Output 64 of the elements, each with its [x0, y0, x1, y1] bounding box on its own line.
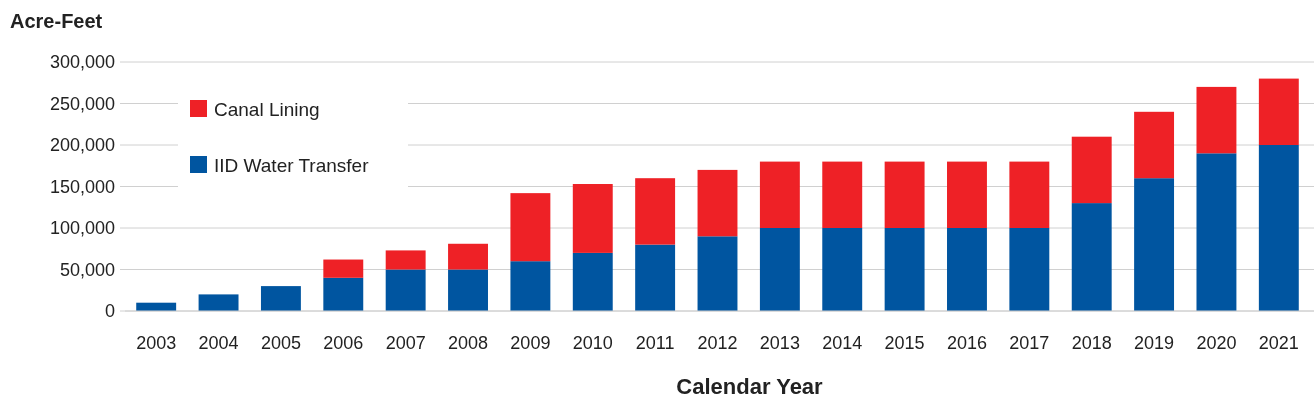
bar [1196, 153, 1237, 311]
bar [448, 269, 488, 311]
bar [323, 259, 364, 278]
y-tick-label: 0 [104, 301, 115, 322]
x-tick-label: 2014 [822, 333, 863, 353]
bar [1009, 228, 1050, 311]
bar [385, 269, 426, 311]
y-tick-label: 300,000 [49, 52, 115, 73]
bar [947, 161, 987, 228]
x-tick-label: 2013 [759, 333, 800, 353]
bar [1134, 178, 1175, 311]
x-tick-label: 2016 [946, 333, 987, 353]
x-tick-label: 2020 [1196, 333, 1237, 353]
x-tick-label: 2009 [510, 333, 551, 353]
bar [1071, 136, 1112, 204]
bar [947, 228, 987, 311]
x-tick-label: 2007 [385, 333, 426, 353]
legend-label: IID Water Transfer [214, 154, 370, 176]
bar [884, 161, 925, 228]
y-axis-title: Acre-Feet [10, 10, 103, 32]
bar [572, 184, 613, 253]
bar [759, 161, 800, 228]
x-tick-label: 2019 [1134, 333, 1175, 353]
x-axis-title: Calendar Year [676, 374, 824, 399]
x-tick-label: 2011 [635, 333, 675, 353]
bar [884, 228, 925, 311]
bar [697, 236, 738, 311]
bar [260, 286, 301, 311]
bar [822, 228, 863, 311]
bar [323, 277, 364, 311]
y-tick-label: 100,000 [49, 218, 115, 239]
bar [1258, 78, 1299, 145]
bar [1134, 111, 1175, 179]
bar [1009, 161, 1050, 228]
x-tick-label: 2021 [1258, 333, 1299, 353]
bar [1071, 203, 1112, 311]
x-tick-label: 2005 [260, 333, 301, 353]
x-tick-label: 2006 [323, 333, 364, 353]
bar [822, 161, 863, 228]
y-tick-label: 50,000 [59, 259, 115, 280]
bar [635, 178, 676, 245]
x-tick-label: 2010 [572, 333, 613, 353]
y-tick-label: 150,000 [49, 176, 115, 197]
bar [448, 243, 488, 270]
bar [759, 228, 800, 311]
x-tick-label: 2015 [884, 333, 925, 353]
x-tick-label: 2008 [448, 333, 489, 353]
bar [572, 252, 613, 311]
bar [385, 250, 426, 270]
x-tick-label: 2018 [1071, 333, 1112, 353]
bar [697, 169, 738, 237]
bar [198, 294, 239, 311]
x-tick-label: 2003 [136, 333, 177, 353]
x-tick-label: 2004 [198, 333, 239, 353]
bar [635, 244, 676, 311]
x-tick-label: 2017 [1009, 333, 1050, 353]
legend-label: Canal Lining [214, 98, 320, 120]
bar [1196, 86, 1237, 154]
bar [1258, 145, 1299, 311]
x-tick-label: 2012 [697, 333, 738, 353]
y-tick-label: 200,000 [49, 135, 115, 156]
bar [510, 193, 551, 262]
bar [510, 261, 551, 311]
y-tick-label: 250,000 [49, 93, 115, 114]
